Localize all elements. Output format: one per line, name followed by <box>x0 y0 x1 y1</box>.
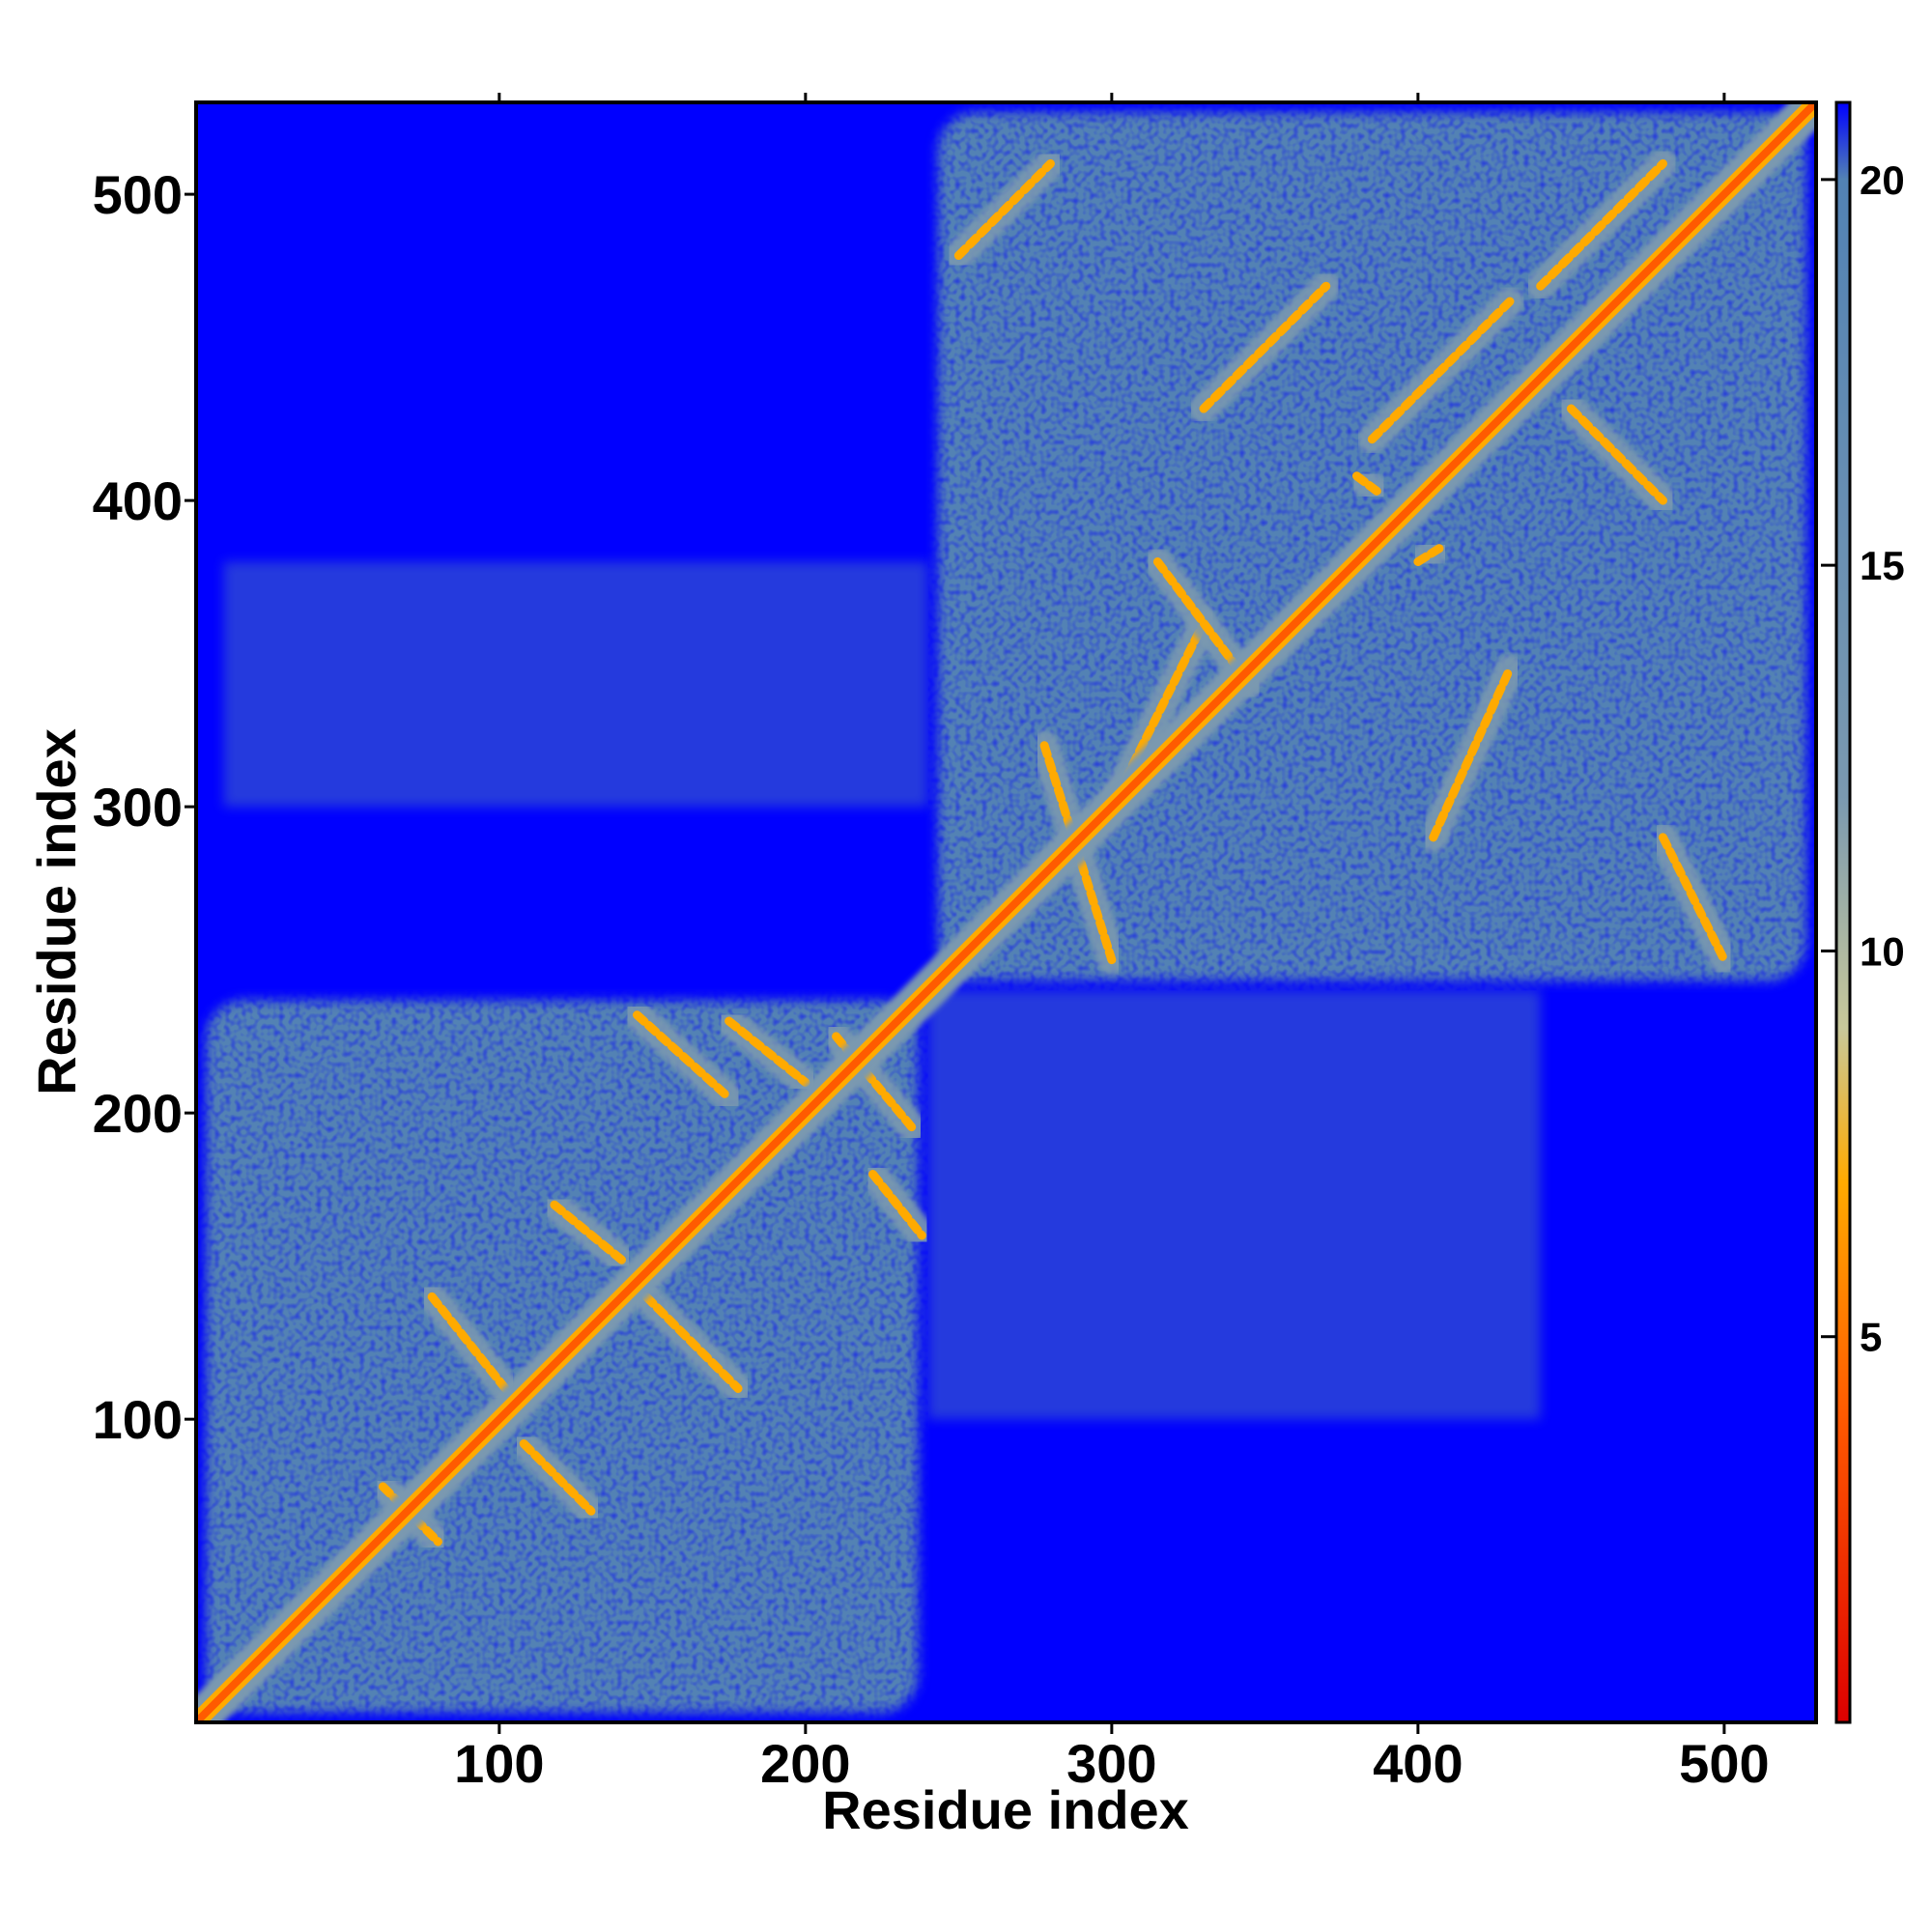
interdomain-contact-region <box>927 990 1541 1420</box>
contact-band <box>1367 297 1515 444</box>
x-tick-label: 300 <box>1066 1733 1156 1794</box>
y-tick-label: 300 <box>93 777 183 838</box>
contact-band <box>868 1170 926 1240</box>
contact-band <box>632 1010 734 1102</box>
colorbar-tick-label: 10 <box>1860 928 1905 974</box>
contact-band <box>427 1292 510 1393</box>
contact-band <box>1351 471 1386 499</box>
x-tick-label: 500 <box>1679 1733 1769 1794</box>
y-tick-label: 400 <box>93 470 183 531</box>
contact-band <box>724 1016 810 1087</box>
contact-band <box>641 1292 743 1393</box>
colorbar-tick-label: 20 <box>1860 157 1905 203</box>
contact-band <box>1429 664 1515 842</box>
y-tick-label: 500 <box>93 164 183 225</box>
x-tick-label: 100 <box>454 1733 544 1794</box>
contact-band <box>519 1439 596 1516</box>
x-axis: 100 200 300 400 500 <box>454 1722 1770 1794</box>
top-axis-ticks <box>497 93 1726 102</box>
contact-band <box>550 1200 627 1264</box>
contact-band <box>1536 158 1667 291</box>
contact-band <box>1199 281 1331 413</box>
plot-frame <box>194 100 1818 1724</box>
main-diagonal <box>196 102 1816 1722</box>
y-tick-label: 100 <box>93 1389 183 1450</box>
y-tick-label: 200 <box>93 1083 183 1144</box>
interdomain-contact-region <box>223 561 928 808</box>
colorbar-tick-label: 15 <box>1860 543 1905 588</box>
contact-band <box>1566 404 1667 505</box>
colorbar: 5 10 15 20 <box>1821 100 1905 1724</box>
colorbar-tick-label: 5 <box>1860 1315 1882 1360</box>
y-axis-title: Residue index <box>26 728 87 1095</box>
contact-band <box>953 158 1055 261</box>
colorbar-frame <box>1834 100 1852 1724</box>
colorbar-fill <box>1836 102 1850 1722</box>
x-axis-title: Residue index <box>822 1779 1189 1840</box>
y-axis: 100 200 300 400 500 <box>93 164 196 1450</box>
heatmap-plot-area <box>194 100 1818 1724</box>
colorbar-ticks: 5 10 15 20 <box>1821 157 1905 1360</box>
x-tick-label: 400 <box>1373 1733 1463 1794</box>
contact-band <box>1658 833 1729 965</box>
x-tick-label: 200 <box>760 1733 850 1794</box>
diagonal-core <box>196 102 1816 1722</box>
contact-band <box>1413 542 1447 567</box>
